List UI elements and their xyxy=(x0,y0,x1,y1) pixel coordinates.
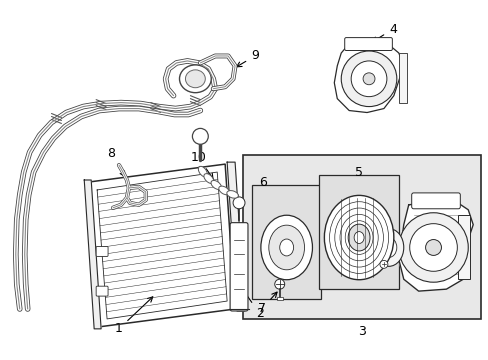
Circle shape xyxy=(409,224,456,271)
Ellipse shape xyxy=(268,225,304,270)
Ellipse shape xyxy=(380,238,396,257)
Bar xyxy=(243,155,480,319)
Text: 3: 3 xyxy=(357,325,366,338)
Ellipse shape xyxy=(203,174,213,183)
Circle shape xyxy=(233,197,244,209)
Bar xyxy=(276,297,282,300)
Circle shape xyxy=(398,213,468,282)
Circle shape xyxy=(362,73,374,85)
Circle shape xyxy=(425,239,441,255)
Text: 7: 7 xyxy=(257,292,277,315)
Ellipse shape xyxy=(347,224,369,251)
Ellipse shape xyxy=(185,70,205,88)
Text: 8: 8 xyxy=(107,147,124,176)
Ellipse shape xyxy=(226,190,238,198)
FancyBboxPatch shape xyxy=(230,223,247,311)
Circle shape xyxy=(192,129,208,144)
Text: 10: 10 xyxy=(190,151,213,179)
Text: 2: 2 xyxy=(241,288,264,320)
Text: 5: 5 xyxy=(354,166,363,179)
FancyBboxPatch shape xyxy=(96,247,108,256)
Circle shape xyxy=(341,51,396,107)
Ellipse shape xyxy=(324,195,393,280)
FancyBboxPatch shape xyxy=(96,286,108,296)
Circle shape xyxy=(274,279,284,289)
Ellipse shape xyxy=(218,186,229,195)
Ellipse shape xyxy=(198,166,207,177)
Text: 1: 1 xyxy=(115,297,152,336)
Polygon shape xyxy=(334,43,403,113)
Text: 6: 6 xyxy=(258,176,266,189)
Ellipse shape xyxy=(279,239,293,256)
Polygon shape xyxy=(226,162,244,311)
Text: 9: 9 xyxy=(236,49,258,67)
Ellipse shape xyxy=(353,231,364,243)
Circle shape xyxy=(350,61,386,96)
Ellipse shape xyxy=(373,229,403,266)
Ellipse shape xyxy=(260,215,312,280)
Ellipse shape xyxy=(179,65,211,93)
FancyBboxPatch shape xyxy=(411,193,459,209)
Ellipse shape xyxy=(211,180,221,189)
Bar xyxy=(251,185,321,299)
Polygon shape xyxy=(89,164,235,327)
Bar xyxy=(457,215,469,279)
Bar xyxy=(398,53,406,103)
Bar xyxy=(319,175,398,289)
Polygon shape xyxy=(84,180,101,329)
Circle shape xyxy=(379,260,387,268)
Text: 4: 4 xyxy=(372,23,396,42)
FancyBboxPatch shape xyxy=(344,37,391,50)
Polygon shape xyxy=(398,200,472,291)
